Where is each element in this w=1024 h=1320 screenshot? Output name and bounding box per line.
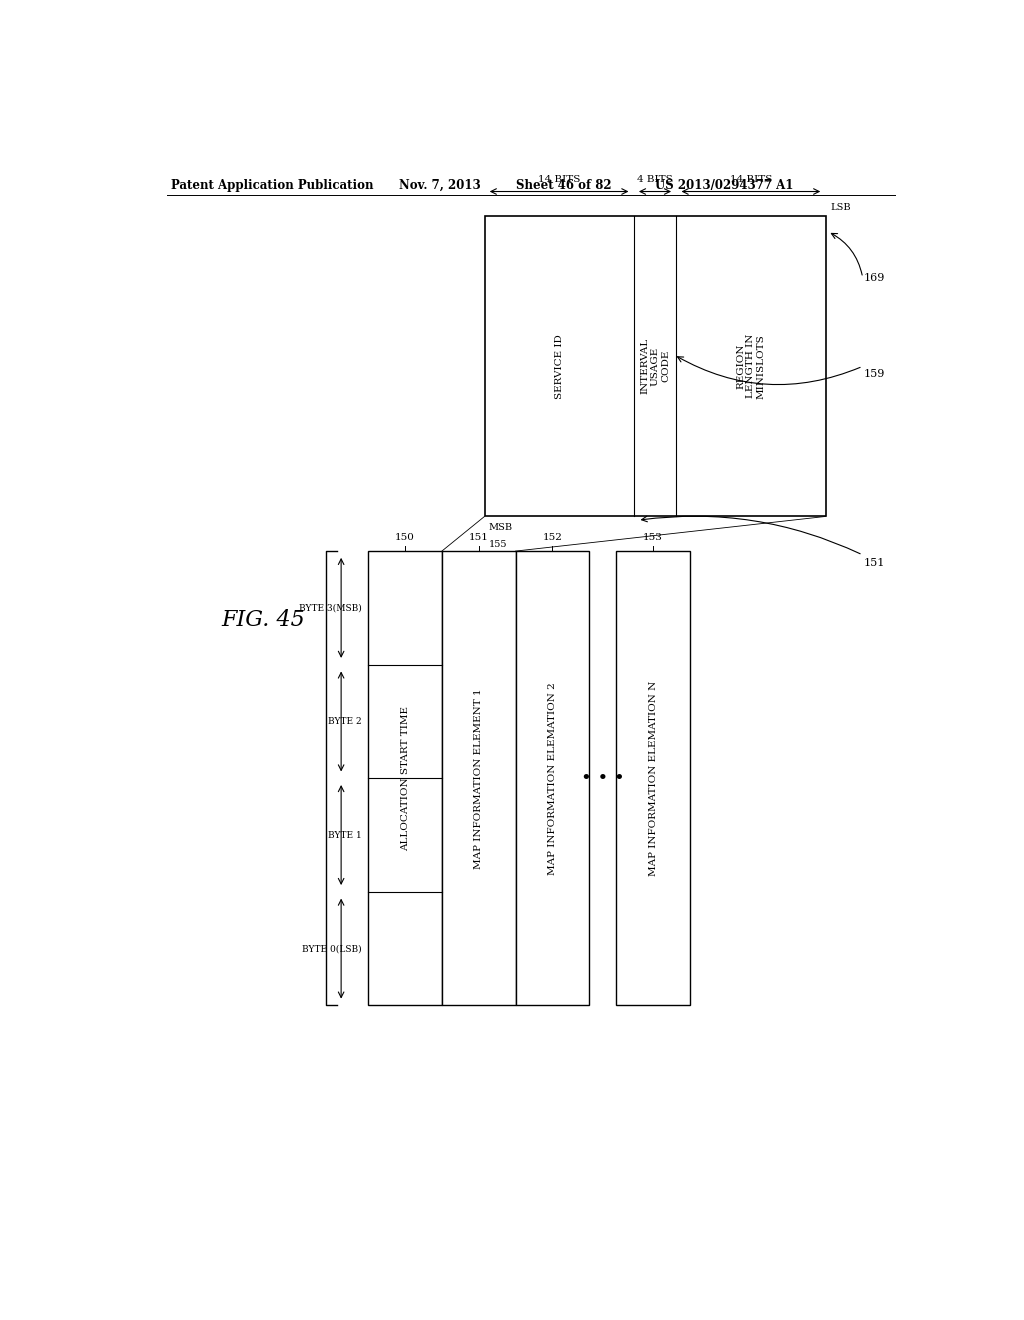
Text: Patent Application Publication: Patent Application Publication xyxy=(171,180,373,193)
Text: 159: 159 xyxy=(863,370,885,379)
Text: 14 BITS: 14 BITS xyxy=(730,174,772,183)
Text: Nov. 7, 2013: Nov. 7, 2013 xyxy=(399,180,481,193)
Text: MAP INFORMATION ELEMENT 1: MAP INFORMATION ELEMENT 1 xyxy=(474,688,483,869)
Text: LSB: LSB xyxy=(830,203,851,213)
Bar xyxy=(442,552,515,1006)
Text: REGION
LENGTH IN
MINISLOTS: REGION LENGTH IN MINISLOTS xyxy=(736,334,766,399)
Text: 169: 169 xyxy=(863,273,885,282)
Text: MAP INFORMATION ELEMATION N: MAP INFORMATION ELEMATION N xyxy=(648,681,657,876)
Text: FIG. 45: FIG. 45 xyxy=(221,610,305,631)
Bar xyxy=(369,552,442,1006)
Text: • • •: • • • xyxy=(581,770,625,787)
Bar xyxy=(616,552,690,1006)
Bar xyxy=(484,216,825,516)
Text: SERVICE ID: SERVICE ID xyxy=(555,334,563,399)
Text: 155: 155 xyxy=(488,540,507,549)
Text: BYTE 1: BYTE 1 xyxy=(329,830,362,840)
Text: 152: 152 xyxy=(543,533,562,543)
Text: 14 BITS: 14 BITS xyxy=(538,174,581,183)
Text: US 2013/0294377 A1: US 2013/0294377 A1 xyxy=(655,180,794,193)
Bar xyxy=(515,552,589,1006)
Text: 153: 153 xyxy=(643,533,663,543)
Text: 4 BITS: 4 BITS xyxy=(637,174,673,183)
Text: 151: 151 xyxy=(863,557,885,568)
Text: 151: 151 xyxy=(469,533,488,543)
Text: BYTE 3(MSB): BYTE 3(MSB) xyxy=(299,603,362,612)
Text: ALLOCATION START TIME: ALLOCATION START TIME xyxy=(400,706,410,851)
Text: BYTE 2: BYTE 2 xyxy=(329,717,362,726)
Text: MSB: MSB xyxy=(488,523,512,532)
Text: INTERVAL
USAGE
CODE: INTERVAL USAGE CODE xyxy=(640,338,670,395)
Text: MAP INFORMATION ELEMATION 2: MAP INFORMATION ELEMATION 2 xyxy=(548,682,557,875)
Text: Sheet 46 of 82: Sheet 46 of 82 xyxy=(515,180,611,193)
Text: BYTE 0(LSB): BYTE 0(LSB) xyxy=(302,944,362,953)
Text: 150: 150 xyxy=(395,533,415,543)
